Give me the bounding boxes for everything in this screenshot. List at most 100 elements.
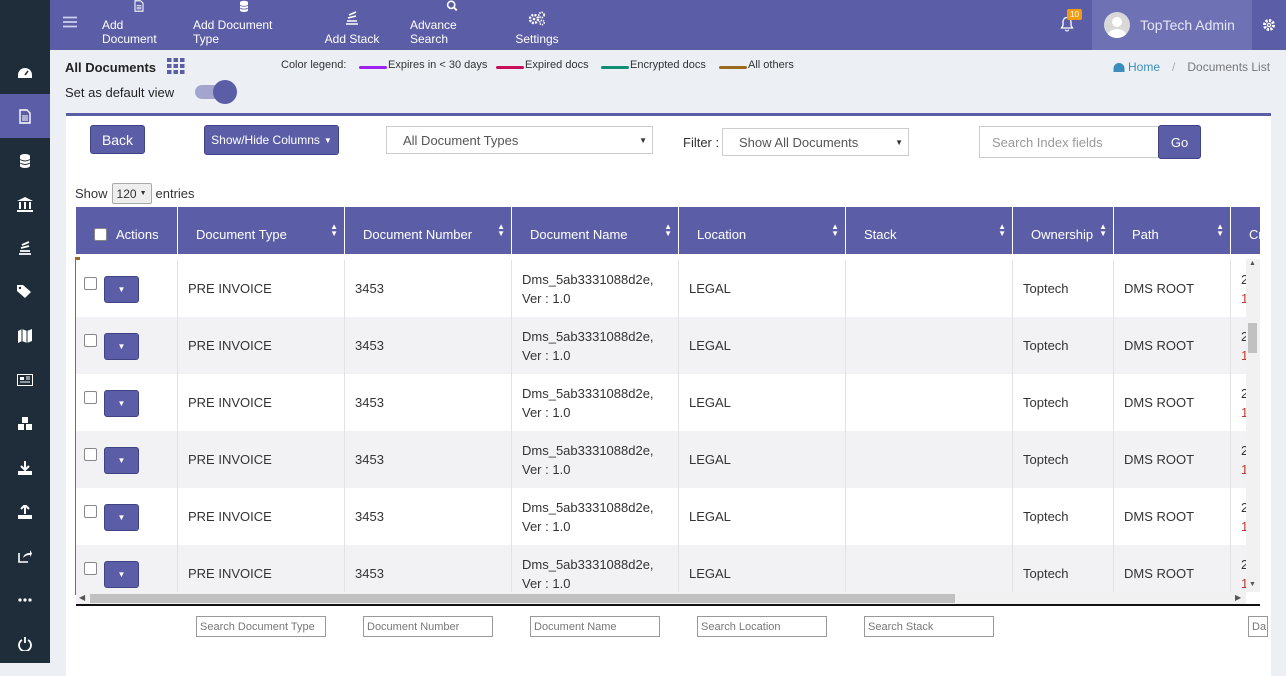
- grid-view-button[interactable]: [167, 58, 185, 77]
- gear-icon: [1263, 19, 1275, 31]
- share-icon: [18, 550, 32, 563]
- add-document-button[interactable]: Add Document: [102, 0, 176, 50]
- legend-label: Color legend:: [281, 59, 347, 71]
- menu-toggle-button[interactable]: [63, 16, 77, 31]
- sidebar-item-bank[interactable]: [0, 182, 50, 226]
- type-cell: PRE INVOICE: [178, 545, 345, 592]
- sidebar-item-stack[interactable]: [0, 226, 50, 270]
- row-actions-button[interactable]: ▼: [104, 390, 139, 417]
- sidebar-item-cubes[interactable]: [0, 402, 50, 446]
- column-header-ownership[interactable]: Ownership ▲ ▼: [1013, 207, 1114, 254]
- document-version-text: Ver : 1.0: [522, 404, 571, 420]
- add-document-label: Add Document: [102, 18, 157, 46]
- type-cell: PRE INVOICE: [178, 374, 345, 431]
- column-header-document-name[interactable]: Document Name ▲ ▼: [512, 207, 679, 254]
- stack-icon: [346, 11, 358, 25]
- sort-icon: ▲ ▼: [831, 222, 839, 238]
- created-time-text: 1: [1241, 575, 1246, 591]
- row-checkbox[interactable]: [84, 334, 97, 347]
- sidebar-item-dashboard[interactable]: [0, 51, 50, 95]
- legend-expiring: Expires in < 30 days: [388, 59, 488, 71]
- horizontal-scrollbar-thumb[interactable]: [90, 594, 955, 603]
- row-checkbox[interactable]: [84, 391, 97, 404]
- control-sidebar-button[interactable]: [1252, 0, 1286, 50]
- document-type-select[interactable]: All Document Types ▼: [386, 126, 653, 154]
- settings-button[interactable]: Settings: [514, 0, 560, 50]
- search-icon: [446, 0, 458, 12]
- default-view-toggle[interactable]: [195, 80, 237, 104]
- column-header-created[interactable]: Cr: [1231, 207, 1260, 254]
- column-header-actions[interactable]: Actions: [76, 207, 178, 254]
- filter-value: Show All Documents: [739, 134, 859, 150]
- search-document-name-input[interactable]: Document Name: [530, 616, 660, 637]
- add-document-type-button[interactable]: Add Document Type: [193, 0, 295, 50]
- row-checkbox[interactable]: [84, 505, 97, 518]
- vertical-scrollbar-thumb[interactable]: [1248, 323, 1257, 353]
- row-checkbox[interactable]: [84, 562, 97, 575]
- column-label: Location: [697, 227, 747, 242]
- search-document-number-input[interactable]: Document Number: [363, 616, 493, 637]
- search-document-type-input[interactable]: Search Document Type: [196, 616, 326, 637]
- location-text: LEGAL: [689, 395, 731, 410]
- search-index-input[interactable]: Search Index fields: [979, 126, 1159, 158]
- search-stack-input[interactable]: Search Stack: [864, 616, 994, 637]
- breadcrumb-home[interactable]: Home: [1128, 60, 1161, 74]
- actions-cell: ▼: [76, 317, 178, 374]
- sidebar-item-more[interactable]: [0, 578, 50, 622]
- column-header-document-type[interactable]: Document Type ▲ ▼: [178, 207, 345, 254]
- sidebar-item-share[interactable]: [0, 534, 50, 578]
- column-header-path[interactable]: Path ▲ ▼: [1114, 207, 1231, 254]
- sort-icon: ▲ ▼: [1216, 222, 1224, 238]
- select-all-checkbox[interactable]: [94, 228, 107, 241]
- user-menu[interactable]: TopTech Admin: [1092, 0, 1252, 50]
- column-header-stack[interactable]: Stack ▲ ▼: [846, 207, 1013, 254]
- add-stack-button[interactable]: Add Stack: [322, 0, 382, 50]
- document-version-text: Ver : 1.0: [522, 518, 571, 534]
- search-location-input[interactable]: Search Location: [697, 616, 827, 637]
- sidebar-item-tags[interactable]: [0, 270, 50, 314]
- dashboard-icon: [1113, 62, 1125, 72]
- row-checkbox[interactable]: [84, 277, 97, 290]
- table-row: ▼ PRE INVOICE 3453 Dms_5ab3331088d2e, Ver : …: [76, 374, 1246, 432]
- column-header-document-number[interactable]: Document Number ▲ ▼: [345, 207, 512, 254]
- advance-search-button[interactable]: Advance Search: [410, 0, 494, 50]
- filter-select[interactable]: Show All Documents ▼: [722, 128, 909, 156]
- sidebar-item-documents[interactable]: [0, 94, 50, 138]
- location-cell: LEGAL: [679, 431, 846, 488]
- entries-select[interactable]: 120 ▼: [111, 183, 152, 204]
- name-cell: Dms_5ab3331088d2e, Ver : 1.0: [512, 260, 679, 317]
- sidebar-item-database[interactable]: [0, 138, 50, 182]
- row-actions-button[interactable]: ▼: [104, 276, 139, 303]
- show-hide-columns-button[interactable]: Show/Hide Columns ▼: [204, 125, 339, 155]
- row-actions-button[interactable]: ▼: [104, 504, 139, 531]
- scroll-right-icon[interactable]: ▶: [1235, 593, 1242, 602]
- sidebar-item-upload[interactable]: [0, 490, 50, 534]
- scroll-down-icon[interactable]: ▼: [1249, 581, 1256, 588]
- sidebar-item-map[interactable]: [0, 314, 50, 358]
- search-date-input[interactable]: Da: [1248, 616, 1268, 637]
- row-actions-button[interactable]: ▼: [104, 333, 139, 360]
- path-cell: DMS ROOT: [1114, 488, 1231, 545]
- vertical-scrollbar[interactable]: ▲ ▼: [1246, 259, 1260, 592]
- sort-icon: ▲ ▼: [330, 222, 338, 238]
- filter-label: Filter :: [683, 135, 720, 150]
- number-cell: 3453: [345, 260, 512, 317]
- scroll-left-icon[interactable]: ◀: [79, 593, 86, 602]
- tags-icon: [17, 285, 31, 298]
- row-checkbox[interactable]: [84, 448, 97, 461]
- sidebar-item-download[interactable]: [0, 446, 50, 490]
- path-cell: DMS ROOT: [1114, 317, 1231, 374]
- sidebar-item-logout[interactable]: [0, 622, 50, 666]
- name-cell: Dms_5ab3331088d2e, Ver : 1.0: [512, 431, 679, 488]
- horizontal-scrollbar[interactable]: ◀ ▶: [76, 592, 1246, 605]
- created-time-text: 1: [1241, 461, 1246, 477]
- go-button[interactable]: Go: [1158, 125, 1201, 159]
- sidebar-item-news[interactable]: [0, 358, 50, 402]
- back-button[interactable]: Back: [90, 125, 145, 154]
- row-actions-button[interactable]: ▼: [104, 447, 139, 474]
- scroll-up-icon[interactable]: ▲: [1249, 260, 1256, 267]
- row-actions-button[interactable]: ▼: [104, 561, 139, 588]
- column-header-location[interactable]: Location ▲ ▼: [679, 207, 846, 254]
- caret-down-icon: ▼: [895, 137, 903, 147]
